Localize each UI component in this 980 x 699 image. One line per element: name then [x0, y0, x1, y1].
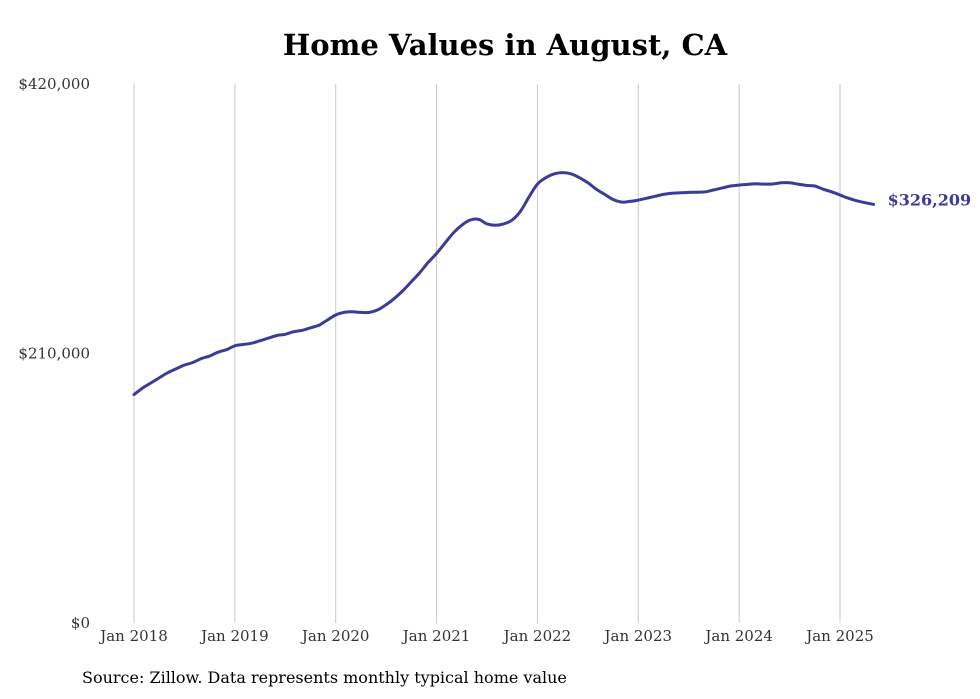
y-tick-label: $210,000 [18, 345, 90, 363]
source-note: Source: Zillow. Data represents monthly … [82, 668, 567, 687]
y-tick-label: $0 [71, 614, 90, 632]
end-value-label: $326,209 [888, 190, 972, 209]
x-tick-label: Jan 2022 [502, 627, 572, 645]
x-tick-label: Jan 2025 [804, 627, 874, 645]
x-tick-label: Jan 2021 [401, 627, 471, 645]
series-line [132, 171, 876, 397]
x-tick-label: Jan 2018 [98, 627, 168, 645]
chart-title: Home Values in August, CA [282, 28, 728, 62]
x-tick-label: Jan 2023 [603, 627, 673, 645]
x-tick-label: Jan 2019 [199, 627, 269, 645]
y-tick-label: $420,000 [18, 75, 90, 93]
x-tick-label: Jan 2020 [300, 627, 370, 645]
x-tick-label: Jan 2024 [703, 627, 773, 645]
